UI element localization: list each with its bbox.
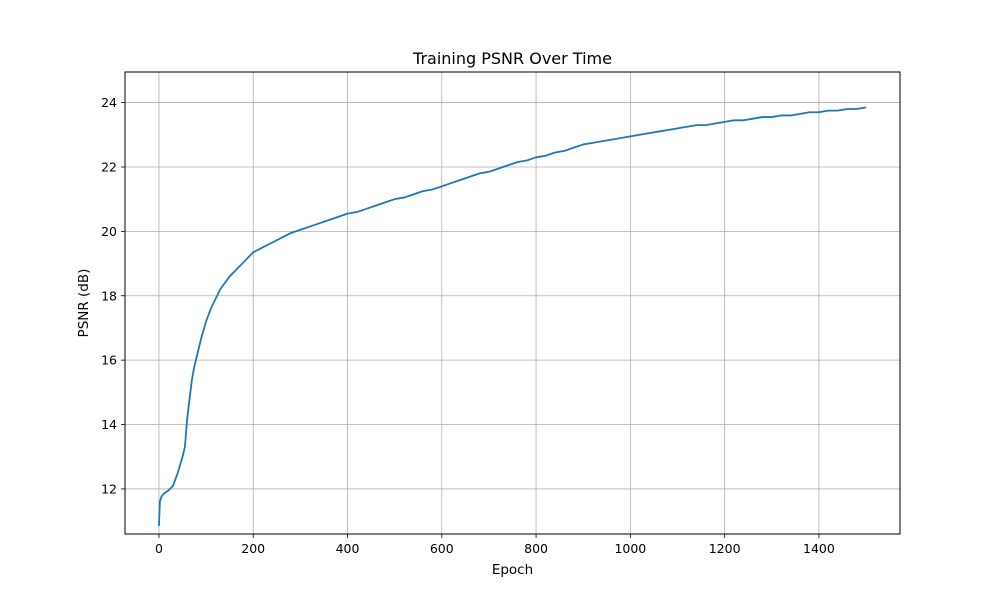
- plot-area-frame: [124, 71, 901, 535]
- x-tick-label: 800: [524, 541, 548, 556]
- grid: [125, 72, 900, 534]
- x-tick-label: 1400: [803, 541, 835, 556]
- x-tick-label: 600: [430, 541, 454, 556]
- x-tick-label: 200: [241, 541, 265, 556]
- x-tick-label: 1200: [709, 541, 741, 556]
- chart-title: Training PSNR Over Time: [412, 49, 612, 68]
- plot-lines: [158, 106, 867, 526]
- y-tick-label: 14: [101, 417, 117, 432]
- x-tick-label: 0: [155, 541, 163, 556]
- x-tick-label: 400: [336, 541, 360, 556]
- y-tick-label: 24: [101, 95, 117, 110]
- x-axis-label: Epoch: [492, 562, 533, 578]
- ticks: 0 200 400 600 800 1000 1200 1400 12 14 16 18 20 22 24: [101, 95, 835, 556]
- y-tick-label: 22: [101, 159, 117, 174]
- psnr-series-line: [158, 106, 867, 526]
- y-tick-label: 20: [101, 224, 117, 239]
- y-tick-label: 18: [101, 288, 117, 303]
- y-tick-label: 16: [101, 353, 117, 368]
- y-tick-label: 12: [101, 481, 117, 496]
- y-axis-label: PSNR (dB): [76, 269, 92, 338]
- x-tick-label: 1000: [614, 541, 646, 556]
